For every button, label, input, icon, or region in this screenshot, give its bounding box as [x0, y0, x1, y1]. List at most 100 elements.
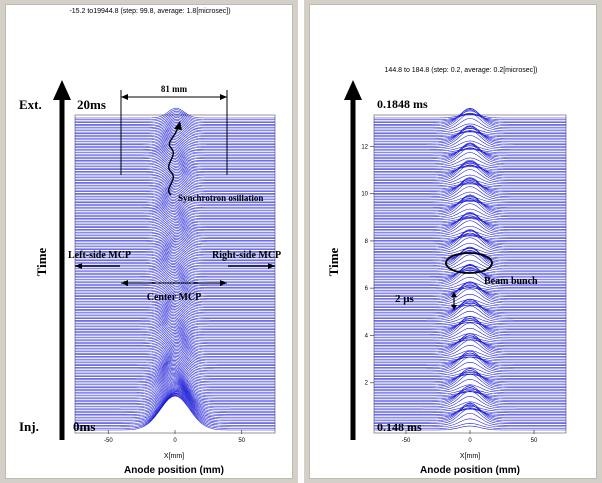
right-trace-139 — [374, 194, 566, 213]
right-trace-56 — [374, 337, 566, 343]
left-mcp-arrowhead — [75, 263, 82, 269]
right-trace-160 — [374, 161, 566, 180]
right-trace-69 — [374, 310, 566, 323]
left-trace-191 — [75, 120, 275, 131]
left-trace-140 — [75, 200, 275, 211]
right-trace-71 — [374, 301, 566, 319]
left-trace-190 — [75, 122, 275, 133]
left-trace-149 — [75, 186, 275, 197]
left-trace-143 — [75, 195, 275, 207]
left-trace-37 — [75, 357, 275, 373]
left-trace-125 — [75, 223, 275, 235]
right-trace-9 — [374, 407, 566, 417]
right-trace-125 — [374, 220, 566, 235]
right-trace-171 — [374, 143, 566, 163]
right-trace-7 — [374, 403, 566, 420]
left-x-unit: X[mm] — [164, 453, 184, 460]
right-x-ticks: -50 0 50 — [402, 430, 538, 444]
left-trace-144 — [75, 194, 275, 205]
left-trace-157 — [75, 173, 275, 185]
left-trace-159 — [75, 170, 275, 181]
left-trace-92 — [75, 275, 275, 287]
left-trace-134 — [75, 209, 275, 221]
left-trace-75 — [75, 301, 275, 313]
right-trace-108 — [374, 250, 566, 261]
left-trace-71 — [75, 307, 275, 319]
left-trace-180 — [75, 137, 275, 149]
width-bracket-right-arrow — [220, 94, 227, 100]
right-trace-84 — [374, 281, 566, 299]
right-trace-67 — [374, 320, 566, 326]
right-y-ticks: 2 4 6 8 10 12 — [361, 144, 374, 387]
right-trace-154 — [374, 183, 566, 189]
left-trace-94 — [75, 272, 275, 283]
right-trace-27 — [374, 369, 566, 388]
left-trace-19 — [75, 379, 275, 401]
left-trace-27 — [75, 370, 275, 388]
left-trace-179 — [75, 139, 275, 150]
right-trace-182 — [374, 126, 566, 145]
right-trace-60 — [374, 318, 566, 337]
left-trace-66 — [75, 315, 275, 327]
left-trace-42 — [75, 350, 275, 365]
right-trace-55 — [374, 339, 566, 345]
left-trace-88 — [75, 281, 275, 293]
right-trace-11 — [374, 408, 566, 414]
left-trace-176 — [75, 143, 275, 155]
right-trace-87 — [374, 287, 566, 294]
left-trace-79 — [75, 295, 275, 307]
right-y-tick-label: 6 — [365, 286, 369, 292]
right-trace-104 — [374, 249, 566, 268]
left-trace-173 — [75, 148, 275, 160]
left-trace-41 — [75, 351, 275, 366]
right-trace-4 — [374, 407, 566, 424]
right-trace-96 — [374, 265, 566, 280]
left-trace-117 — [75, 236, 275, 247]
left-trace-53 — [75, 334, 275, 348]
left-trace-108 — [75, 250, 275, 261]
left-chart-panel: -15.2 to19944.8 (step: 99.8, average: 1.… — [0, 0, 298, 483]
left-trace-38 — [75, 355, 275, 371]
left-trace-51 — [75, 337, 275, 351]
right-trace-131 — [374, 217, 566, 225]
left-trace-161 — [75, 167, 275, 178]
center-mcp-right-arrowhead — [220, 280, 227, 286]
right-trace-105 — [374, 247, 566, 266]
left-trace-195 — [75, 114, 275, 125]
right-trace-180 — [374, 135, 566, 149]
right-trace-178 — [374, 145, 566, 152]
left-trace-188 — [75, 125, 275, 136]
left-trace-84 — [75, 287, 275, 299]
left-trace-162 — [75, 165, 275, 177]
right-trace-20 — [374, 389, 566, 399]
left-trace-192 — [75, 118, 275, 130]
right-trace-30 — [374, 370, 566, 384]
left-chart: -15.2 to19944.8 (step: 99.8, average: 1.… — [19, 8, 281, 476]
right-trace-42 — [374, 355, 566, 365]
right-trace-185 — [374, 127, 566, 141]
right-trace-88 — [374, 287, 566, 293]
left-trace-93 — [75, 273, 275, 285]
right-trace-45 — [374, 354, 566, 360]
left-trace-23 — [75, 375, 275, 395]
left-mcp-label: Left-side MCP — [68, 250, 131, 261]
left-trace-151 — [75, 183, 275, 194]
right-trace-128 — [374, 211, 566, 230]
left-trace-90 — [75, 278, 275, 290]
left-trace-8 — [75, 390, 275, 418]
right-trace-141 — [374, 197, 566, 210]
right-trace-85 — [374, 282, 566, 297]
left-trace-2 — [75, 394, 275, 428]
right-trace-116 — [374, 229, 566, 249]
right-trace-58 — [374, 327, 566, 340]
left-trace-58 — [75, 327, 275, 340]
left-trace-60 — [75, 324, 275, 337]
right-trace-170 — [374, 147, 566, 164]
left-trace-1 — [75, 395, 275, 429]
left-x-tick-label: 50 — [238, 438, 245, 444]
right-trace-59 — [374, 322, 566, 338]
right-trace-173 — [374, 143, 566, 160]
left-trace-101 — [75, 261, 275, 272]
left-trace-61 — [75, 322, 275, 335]
left-trace-5 — [75, 392, 275, 423]
